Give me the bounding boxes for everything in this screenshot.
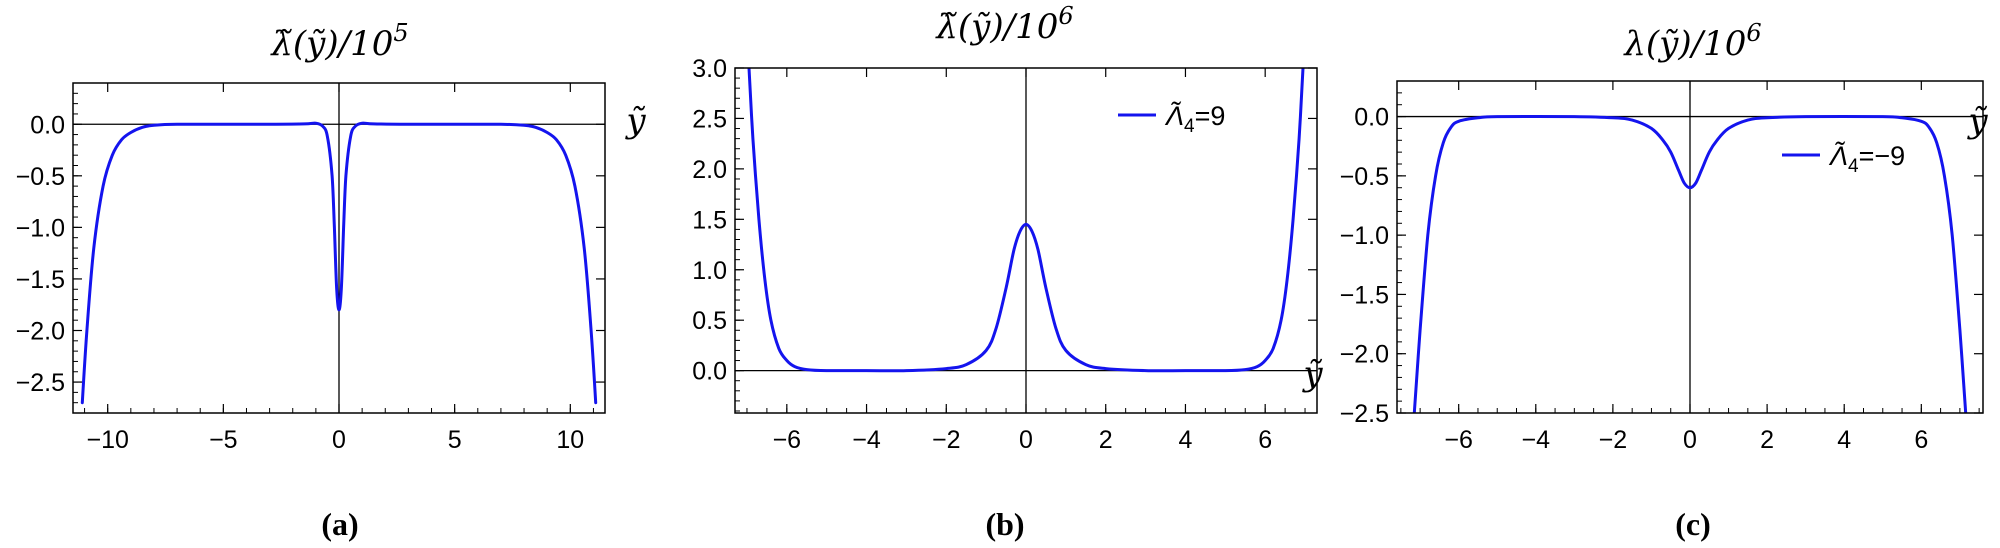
panel-a-caption: (a) [321, 506, 358, 542]
panel-a-xtick-label: −5 [209, 426, 238, 454]
panel-c-ytick-label: −1.5 [1340, 281, 1389, 309]
panel-a-xtick-label: 0 [332, 426, 346, 454]
panel-c-ytick-label: 0.0 [1354, 104, 1389, 132]
panel-a-ytick-label: −0.5 [16, 163, 65, 191]
panel-b-ytick-label: 0.5 [692, 307, 727, 335]
panel-c-xtick-label: 6 [1914, 426, 1928, 454]
panel-b-ytick-label: 0.0 [692, 358, 727, 386]
panel-c-xtick-label: −2 [1599, 426, 1628, 454]
panel-a-ytick-label: −1.5 [16, 266, 65, 294]
panel-a-title: λ̃(ỹ)/105 [269, 19, 408, 64]
panel-c: −6 −4 −2 0 2 4 6 0.0 −0.5 −1.0 −1.5 −2.0 −2.5 λ(ỹ)/10… [1340, 19, 1989, 542]
panel-b-xtick-label: 6 [1258, 426, 1272, 454]
panel-a-axis-label: ỹ [624, 101, 646, 141]
panel-a-xtick-label: 10 [556, 426, 584, 454]
panel-a-ytick-label: −1.0 [16, 214, 65, 242]
panel-c-title: λ(ỹ)/106 [1622, 19, 1761, 64]
panel-b-axis-label: ỹ [1301, 354, 1323, 394]
panel-b-ytick-label: 1.5 [692, 206, 727, 234]
panel-b-xtick-label: −2 [932, 426, 961, 454]
panel-a-xtick-label: 5 [448, 426, 462, 454]
panel-b-xtick-label: −6 [773, 426, 802, 454]
panel-c-ytick-label: −2.5 [1340, 400, 1389, 428]
panel-c-xtick-label: 2 [1760, 426, 1774, 454]
panel-a-ytick-label: −2.0 [16, 318, 65, 346]
panel-c-legend-label: Λ̃4=−9 [1828, 140, 1905, 177]
panel-c-xtick-label: 0 [1683, 426, 1697, 454]
panel-b-legend-label: Λ̃4=9 [1164, 100, 1225, 137]
panel-a-ytick-label: 0.0 [30, 111, 65, 139]
panel-b-ytick-label: 3.0 [692, 55, 727, 83]
panel-a-ytick-label: −2.5 [16, 369, 65, 397]
panel-a: −10 −5 0 5 10 0.0 −0.5 −1.0 −1.5 −2.0 −2.5 λ̃(ỹ)/10… [16, 19, 647, 542]
panel-b-xtick-label: 4 [1178, 426, 1192, 454]
panel-c-xtick-label: 4 [1837, 426, 1851, 454]
panel-a-series-line [80, 121, 598, 405]
panel-c-ytick-label: −0.5 [1340, 163, 1389, 191]
panel-b-series-line [747, 68, 1305, 373]
panel-b-ytick-label: 2.5 [692, 105, 727, 133]
panel-c-series-line [1412, 114, 1968, 413]
panel-b: −6 −4 −2 0 2 4 6 0.0 0.5 1.0 1.5 2.0 2.5 3.0 λ̃(ỹ)/106… [692, 2, 1323, 542]
panel-c-xtick-label: −6 [1444, 426, 1473, 454]
panel-b-xtick-label: 2 [1099, 426, 1113, 454]
panel-b-xtick-label: −4 [852, 426, 881, 454]
panel-c-axis-label: ỹ [1966, 101, 1988, 141]
panel-c-ytick-label: −1.0 [1340, 222, 1389, 250]
panel-a-xtick-label: −10 [86, 426, 128, 454]
panel-c-xtick-label: −4 [1522, 426, 1551, 454]
panel-b-ytick-label: 2.0 [692, 156, 727, 184]
panel-b-xtick-label: 0 [1019, 426, 1033, 454]
panel-b-ytick-label: 1.0 [692, 257, 727, 285]
panel-b-caption: (b) [985, 506, 1024, 542]
panel-c-caption: (c) [1675, 506, 1711, 542]
panel-c-ytick-label: −2.0 [1340, 341, 1389, 369]
panel-b-title: λ̃(ỹ)/106 [934, 2, 1073, 47]
